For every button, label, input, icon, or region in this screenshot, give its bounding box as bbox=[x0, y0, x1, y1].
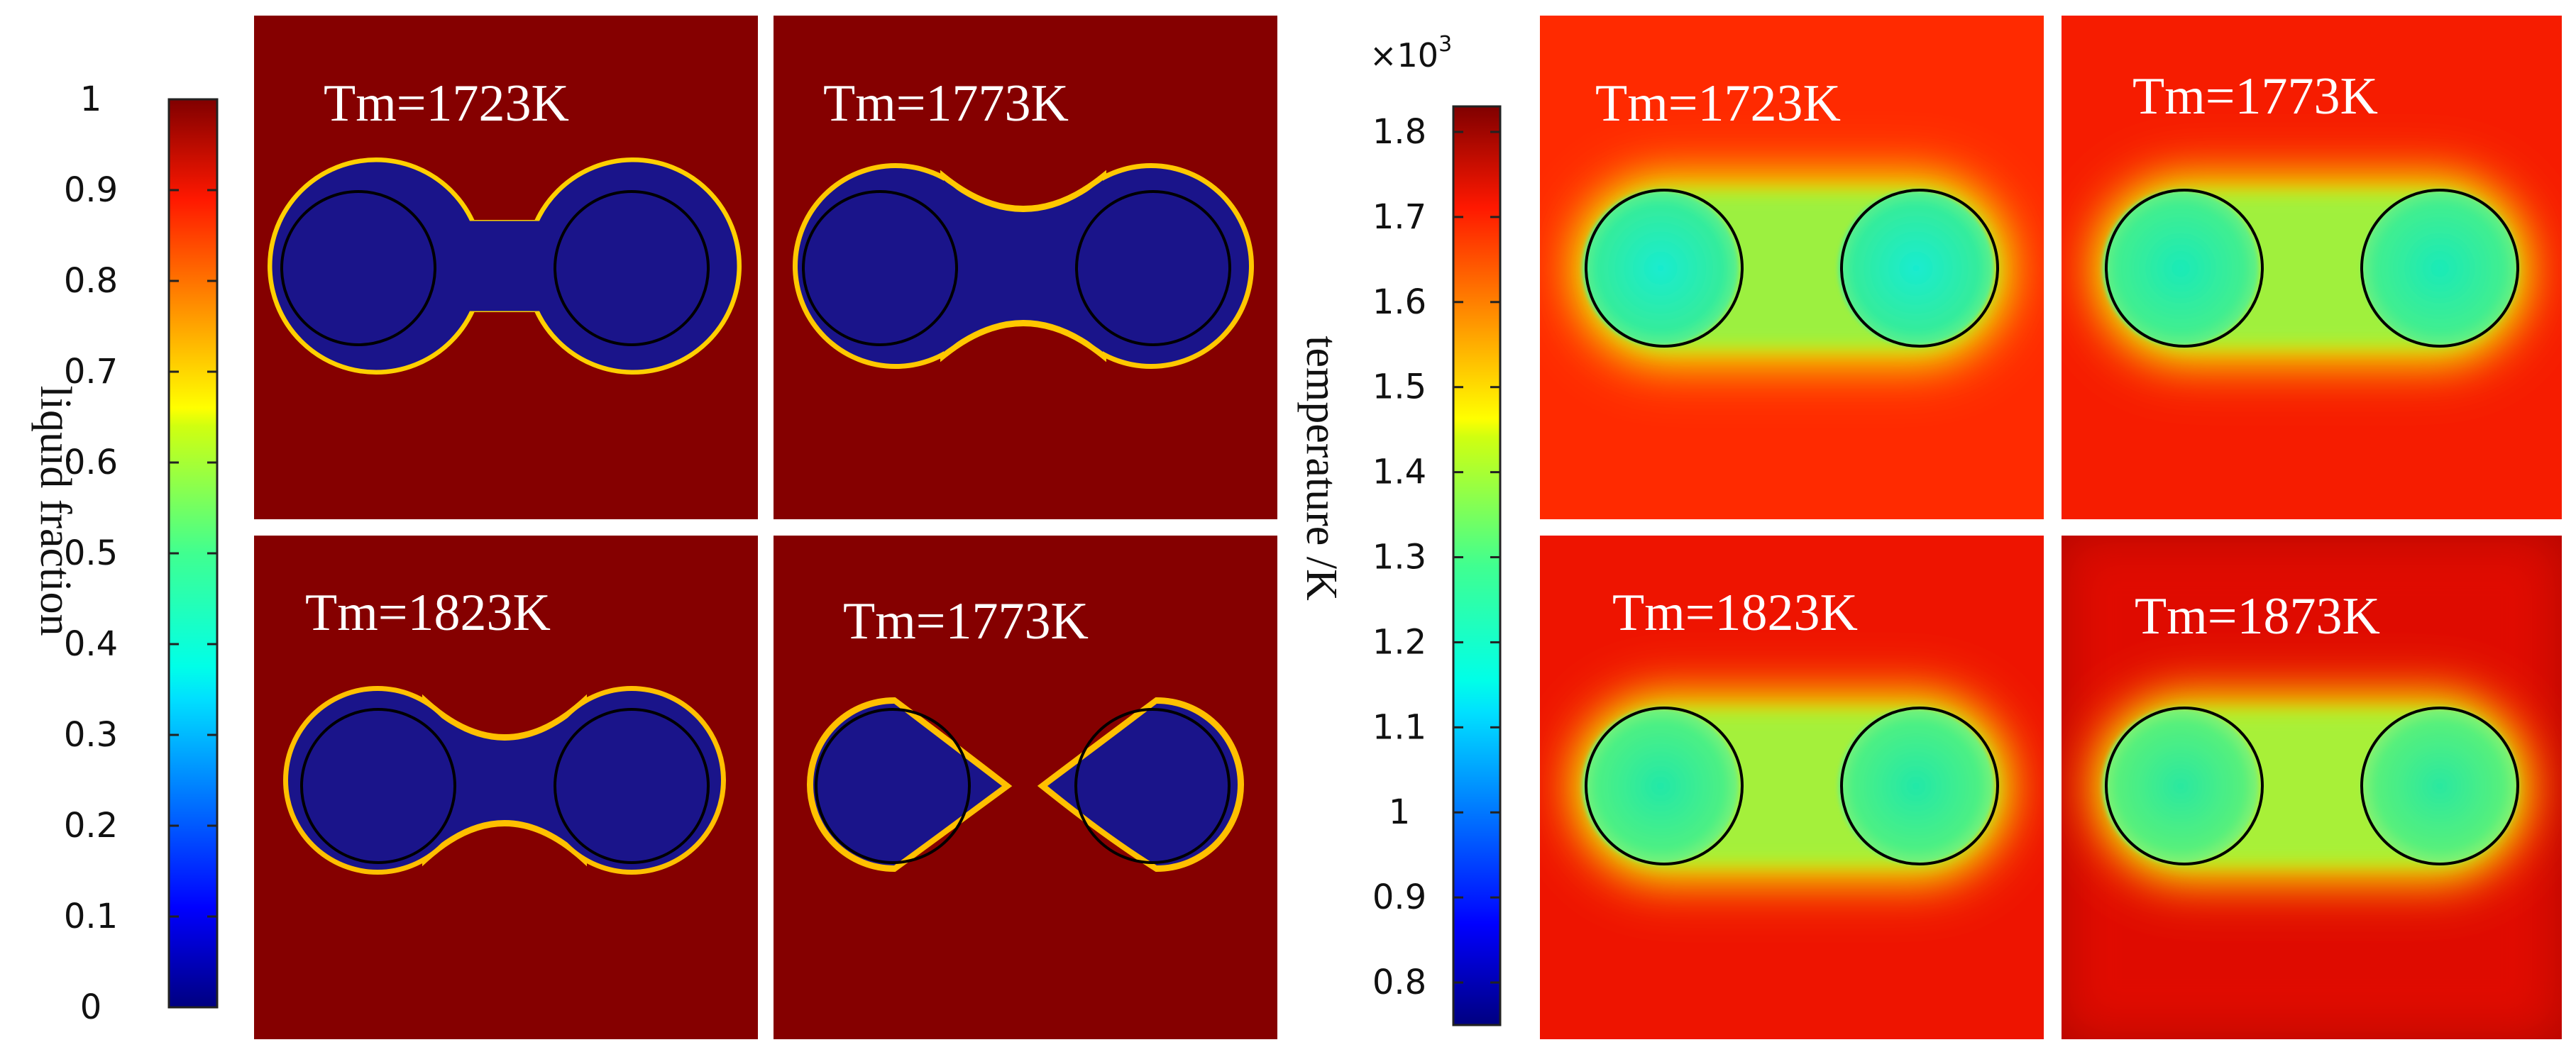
particle-core bbox=[2103, 708, 2518, 864]
solid-region bbox=[807, 697, 1244, 873]
particle-outline bbox=[1585, 189, 1999, 348]
colorbar-tick-label: 0.9 bbox=[1372, 877, 1426, 917]
colorbar-tick-label: 1.1 bbox=[1372, 707, 1426, 747]
solid-region bbox=[283, 686, 726, 875]
colorbar-tick-label: 1.8 bbox=[1372, 112, 1426, 152]
colorbar-tick-label: 0 bbox=[80, 987, 102, 1027]
temperature-panel bbox=[1540, 536, 2044, 1039]
colorbar-tick-label: 0.1 bbox=[64, 897, 118, 936]
liquid-fraction-panel bbox=[254, 536, 758, 1039]
colorbar-tick-label: 0.2 bbox=[64, 806, 118, 846]
colorbar-tick-label: 0.5 bbox=[64, 533, 118, 573]
colorbar-tick-label: 1.7 bbox=[1372, 197, 1426, 237]
liquid-fraction-colorbar-title: liquid fraction bbox=[31, 386, 79, 636]
colorbar-tick-label: 1 bbox=[1389, 792, 1411, 832]
temperature-colorbar-scale bbox=[1452, 105, 1502, 1026]
particle-outline bbox=[2105, 189, 2519, 348]
liquid-fraction-panel bbox=[254, 16, 758, 519]
liquid-fraction-panel bbox=[774, 16, 1277, 519]
colorbar-tick-label: 1.5 bbox=[1372, 367, 1426, 407]
colorbar-tick-label: 0.3 bbox=[64, 715, 118, 755]
particle-outline bbox=[802, 190, 1231, 346]
panel-label: Tm=1823K bbox=[305, 584, 551, 642]
particle-core bbox=[1583, 708, 1994, 864]
panel-label: Tm=1873K bbox=[2135, 587, 2380, 646]
temperature-colorbar-multiplier: ×103 bbox=[1370, 32, 1452, 74]
colorbar-tick-label: 1.2 bbox=[1372, 622, 1426, 662]
panel-label: Tm=1723K bbox=[1595, 74, 1841, 133]
particle-core bbox=[1583, 190, 1994, 346]
liquid-fraction-colorbar-ticks: 0 0.1 0.2 0.3 0.4 0.5 0.6 0.7 0.8 0.9 1 bbox=[64, 79, 217, 1027]
colorbar-tick-label: 1 bbox=[80, 79, 102, 119]
colorbar-tick-label: 1.3 bbox=[1372, 538, 1426, 577]
solid-region bbox=[793, 163, 1254, 369]
temperature-colorbar: ×103 0.8 0.9 1 1.1 1.2 1.3 1.4 1.5 1.6 1.7 1.8 tem… bbox=[1297, 32, 1502, 1026]
temperature-panel bbox=[2062, 536, 2562, 1039]
temperature-panel bbox=[1540, 16, 2044, 519]
particle-outline bbox=[300, 708, 710, 864]
colorbar-tick-label: 0.6 bbox=[64, 443, 118, 482]
liquid-fraction-panel bbox=[774, 536, 1277, 1039]
multiplier-exponent: 3 bbox=[1438, 32, 1452, 57]
panel-label: Tm=1723K bbox=[324, 74, 569, 133]
colorbar-tick-label: 0.8 bbox=[1372, 963, 1426, 1002]
colorbar-tick-label: 1.4 bbox=[1372, 453, 1426, 492]
particle-outline bbox=[280, 190, 710, 346]
colorbar-tick-label: 0.7 bbox=[64, 352, 118, 392]
colorbar-tick-label: 0.4 bbox=[64, 624, 118, 664]
temperature-colorbar-title: temperature /K bbox=[1297, 336, 1345, 601]
panel-label: Tm=1773K bbox=[823, 74, 1069, 133]
particle-outline bbox=[1585, 707, 1999, 865]
colorbar-tick-label: 1.6 bbox=[1372, 282, 1426, 322]
liquid-fraction-colorbar: 0 0.1 0.2 0.3 0.4 0.5 0.6 0.7 0.8 0.9 1 liquid fra… bbox=[31, 79, 219, 1027]
particle-outline bbox=[815, 708, 1231, 864]
particle-outline bbox=[2105, 707, 2519, 865]
panel-label: Tm=1773K bbox=[843, 592, 1089, 650]
temperature-panel bbox=[2062, 16, 2562, 519]
colorbar-tick-label: 0.8 bbox=[64, 261, 118, 301]
temperature-colorbar-ticks: 0.8 0.9 1 1.1 1.2 1.3 1.4 1.5 1.6 1.7 1.8 bbox=[1372, 112, 1500, 1002]
panel-label: Tm=1823K bbox=[1612, 584, 1858, 642]
colorbar-tick-label: 0.9 bbox=[64, 170, 118, 210]
panel-label: Tm=1773K bbox=[2132, 67, 2378, 126]
particle-core bbox=[2103, 190, 2518, 346]
